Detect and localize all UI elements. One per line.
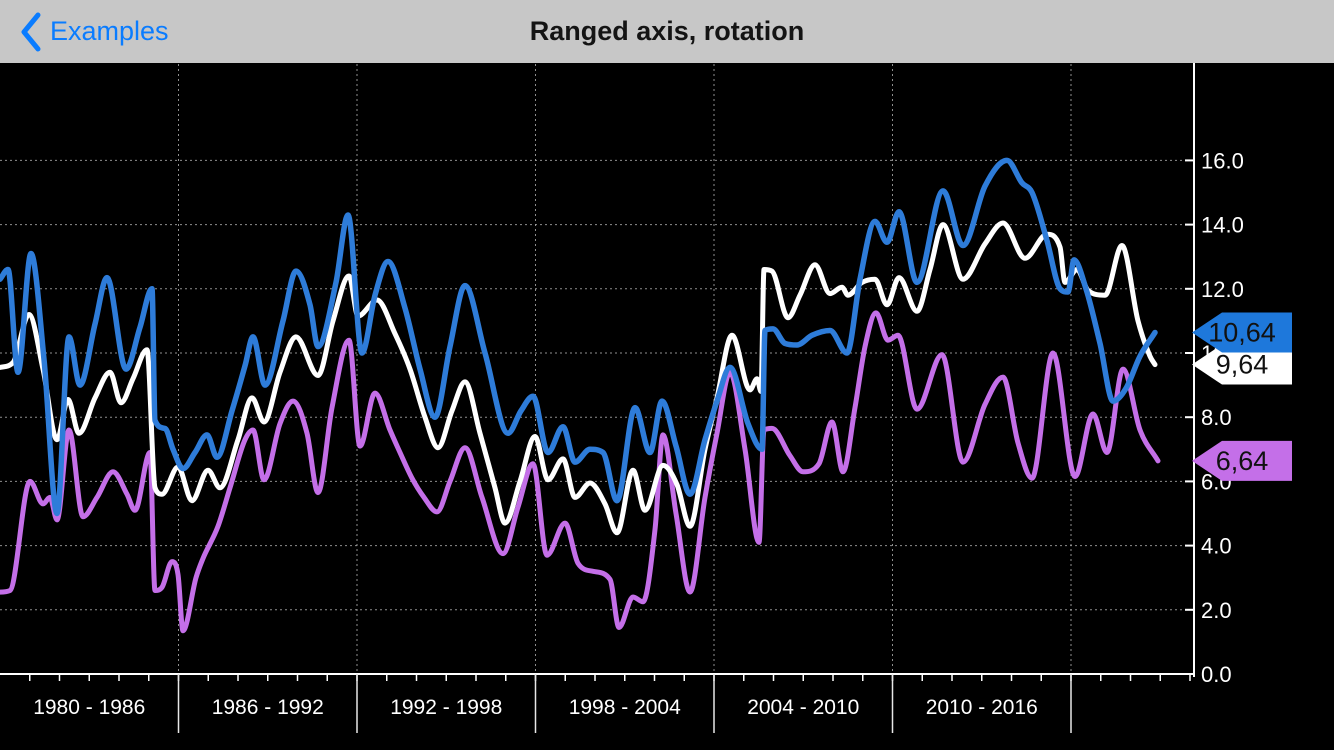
y-axis-label: 14.0: [1201, 213, 1244, 238]
y-axis-label: 12.0: [1201, 277, 1244, 302]
x-axis-label: 1992 - 1998: [390, 696, 502, 719]
axis-marker-label: 6,64: [1216, 446, 1269, 476]
blue-series-line: [0, 157, 1158, 517]
axis-marker-flag: [1192, 344, 1292, 385]
x-axis-label: 2004 - 2010: [747, 696, 859, 719]
y-axis-label: 2.0: [1201, 598, 1232, 623]
white-series-line: [0, 220, 1158, 536]
page-title: Ranged axis, rotation: [529, 16, 805, 46]
back-button-label: Examples: [50, 16, 169, 46]
y-axis-label: 8.0: [1201, 405, 1232, 430]
axis-marker-flag: [1192, 440, 1292, 481]
back-chevron-icon: [21, 12, 41, 51]
y-axis-label: 4.0: [1201, 534, 1232, 559]
x-axis-label: 2010 - 2016: [926, 696, 1038, 719]
axis-marker-label: 9,64: [1216, 350, 1269, 380]
axis-marker-label: 10,64: [1208, 317, 1276, 347]
y-axis-label: 16.0: [1201, 148, 1244, 173]
x-axis-label: 1980 - 1986: [33, 696, 145, 719]
y-axis-label: 0.0: [1201, 662, 1232, 687]
navigation-bar: Examples Ranged axis, rotation: [0, 0, 1334, 63]
violet-series-line: [0, 310, 1161, 634]
x-axis-label: 1986 - 1992: [212, 696, 324, 719]
x-axis-label: 1998 - 2004: [569, 696, 681, 719]
axis-marker-flag: [1192, 312, 1292, 353]
back-button[interactable]: Examples: [20, 0, 169, 63]
